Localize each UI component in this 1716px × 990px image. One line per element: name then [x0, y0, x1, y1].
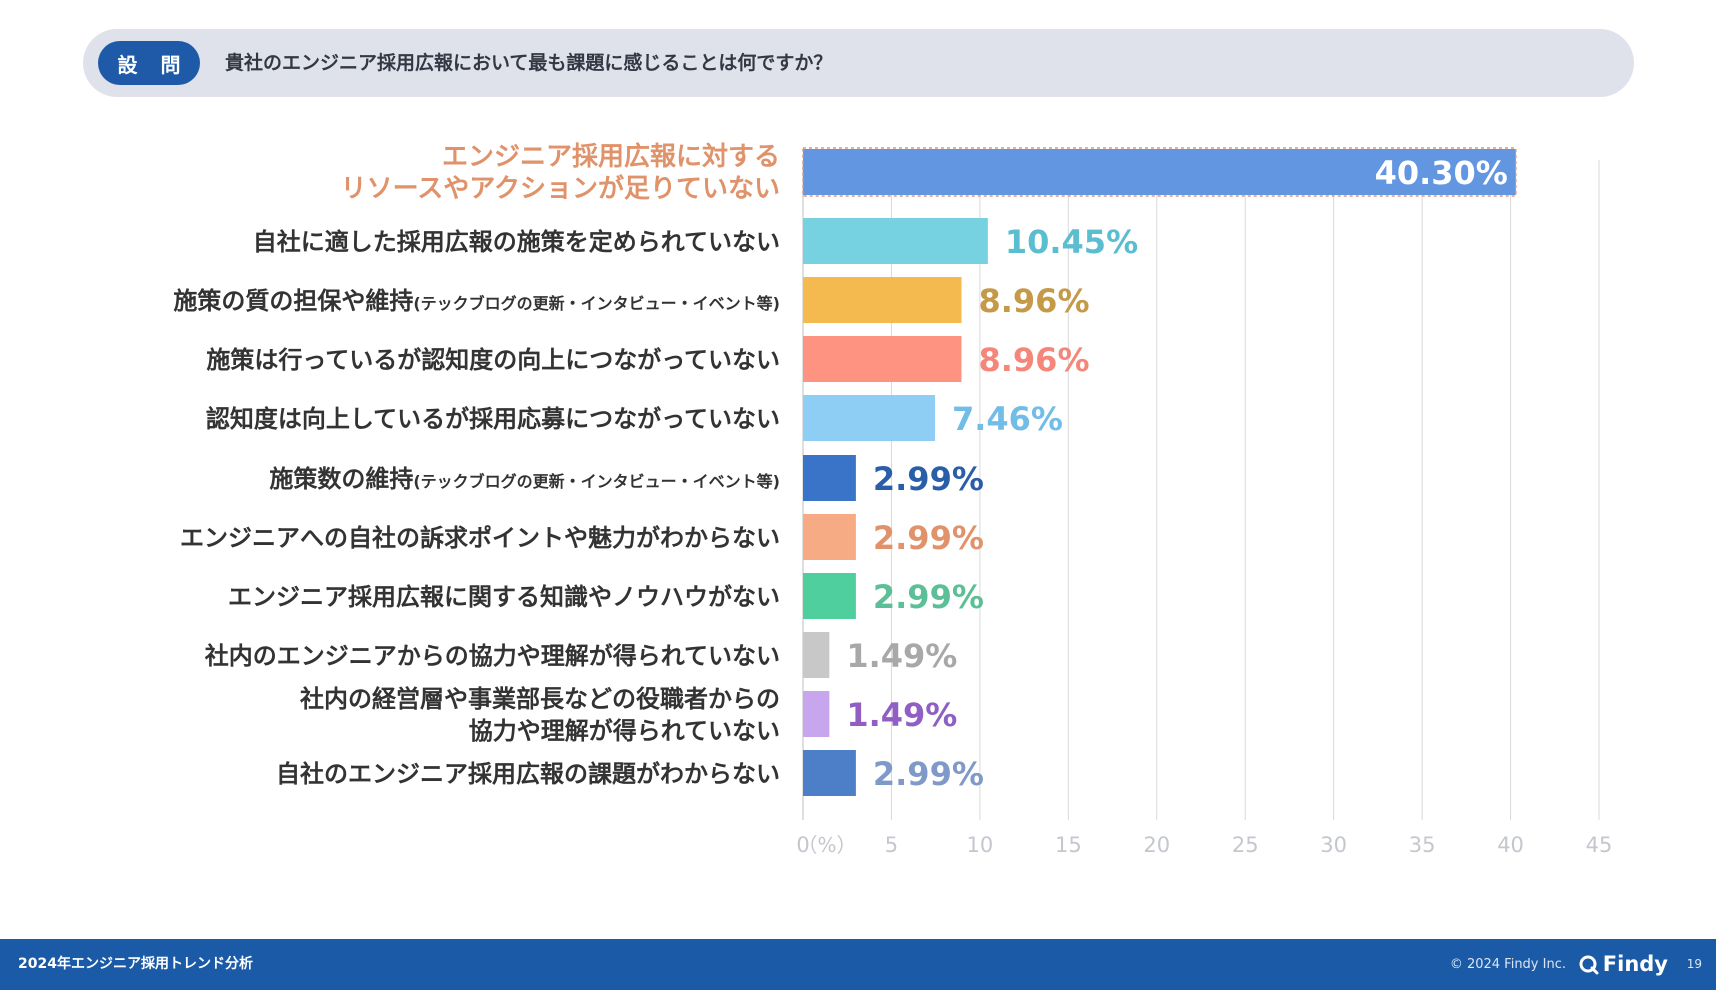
- data-label: 10.45%: [1005, 223, 1138, 261]
- tick-label: 40: [1497, 833, 1524, 857]
- data-label: 2.99%: [873, 519, 984, 557]
- bar: [803, 395, 935, 441]
- category-label-note: (テックブログの更新・インタビュー・イベント等): [413, 472, 780, 491]
- category-label-line: 協力や理解が得られていない: [469, 717, 780, 745]
- category-label-line: リソースやアクションが足りていない: [341, 173, 780, 204]
- category-label: 自社のエンジニア採用広報の課題がわからない: [276, 760, 780, 788]
- bar: [803, 691, 830, 737]
- category-label-note: (テックブログの更新・インタビュー・イベント等): [413, 294, 780, 313]
- question-badge: 設 問: [98, 41, 200, 85]
- category-label-line: エンジニア採用広報に対する: [442, 141, 780, 172]
- bar: [803, 336, 962, 382]
- data-label: 2.99%: [873, 578, 984, 616]
- category-label: 自社に適した採用広報の施策を定められていない: [253, 228, 780, 256]
- footer: 2024年エンジニア採用トレンド分析 © 2024 Findy Inc. Fin…: [0, 939, 1716, 990]
- findy-logo: Findy: [1579, 939, 1668, 990]
- bar: [803, 277, 962, 323]
- bar-chart: 0 5 10 15 20 25 30 35 40 45 （%） 40.30% エンジニア採用広報に対する…: [173, 141, 1613, 857]
- bar: [803, 573, 856, 619]
- question-text: 貴社のエンジニア採用広報において最も課題に感じることは何ですか？: [225, 52, 833, 74]
- tick-label: 25: [1232, 833, 1259, 857]
- footer-title: 2024年エンジニア採用トレンド分析: [18, 956, 253, 972]
- bar: [803, 514, 856, 560]
- category-label-line: 社内の経営層や事業部長などの役職者からの: [300, 685, 780, 713]
- category-label: エンジニアへの自社の訴求ポイントや魅力がわからない: [180, 524, 780, 552]
- findy-logo-text: Findy: [1602, 952, 1668, 976]
- data-label: 7.46%: [952, 400, 1063, 438]
- bar: [803, 455, 856, 501]
- page-number: 19: [1686, 957, 1702, 971]
- bar: [803, 218, 988, 264]
- tick-label: 30: [1320, 833, 1347, 857]
- data-label: 2.99%: [873, 755, 984, 793]
- tick-label: 35: [1409, 833, 1436, 857]
- bar: [803, 149, 1516, 195]
- data-label: 1.49%: [846, 637, 957, 675]
- tick-label: 20: [1143, 833, 1170, 857]
- findy-logo-icon: [1579, 955, 1599, 974]
- footer-copyright: © 2024 Findy Inc.: [1449, 957, 1566, 972]
- bar: [803, 750, 856, 796]
- tick-label: 0: [796, 833, 809, 857]
- tick-label: 15: [1055, 833, 1082, 857]
- data-label: 8.96%: [978, 341, 1089, 379]
- category-label: 認知度は向上しているが採用応募につながっていない: [206, 405, 780, 433]
- data-label: 40.30%: [1375, 154, 1508, 192]
- category-label: 施策の質の担保や維持(テックブログの更新・インタビュー・イベント等): [173, 287, 780, 315]
- data-label: 8.96%: [978, 282, 1089, 320]
- tick-label: 45: [1586, 833, 1613, 857]
- bar: [803, 632, 830, 678]
- category-label: 施策数の維持(テックブログの更新・インタビュー・イベント等): [269, 465, 780, 493]
- tick-label: 10: [967, 833, 994, 857]
- category-label: 社内のエンジニアからの協力や理解が得られていない: [205, 642, 780, 670]
- axis-unit-label: （%）: [797, 833, 856, 857]
- category-label: 施策は行っているが認知度の向上につながっていない: [206, 346, 780, 374]
- tick-label: 5: [885, 833, 898, 857]
- data-label: 2.99%: [873, 460, 984, 498]
- question-banner: 設 問 貴社のエンジニア採用広報において最も課題に感じることは何ですか？: [83, 29, 1634, 97]
- category-label: エンジニア採用広報に関する知識やノウハウがない: [228, 583, 780, 611]
- bar-highlight-outline: [802, 147, 1517, 197]
- data-label: 1.49%: [846, 696, 957, 734]
